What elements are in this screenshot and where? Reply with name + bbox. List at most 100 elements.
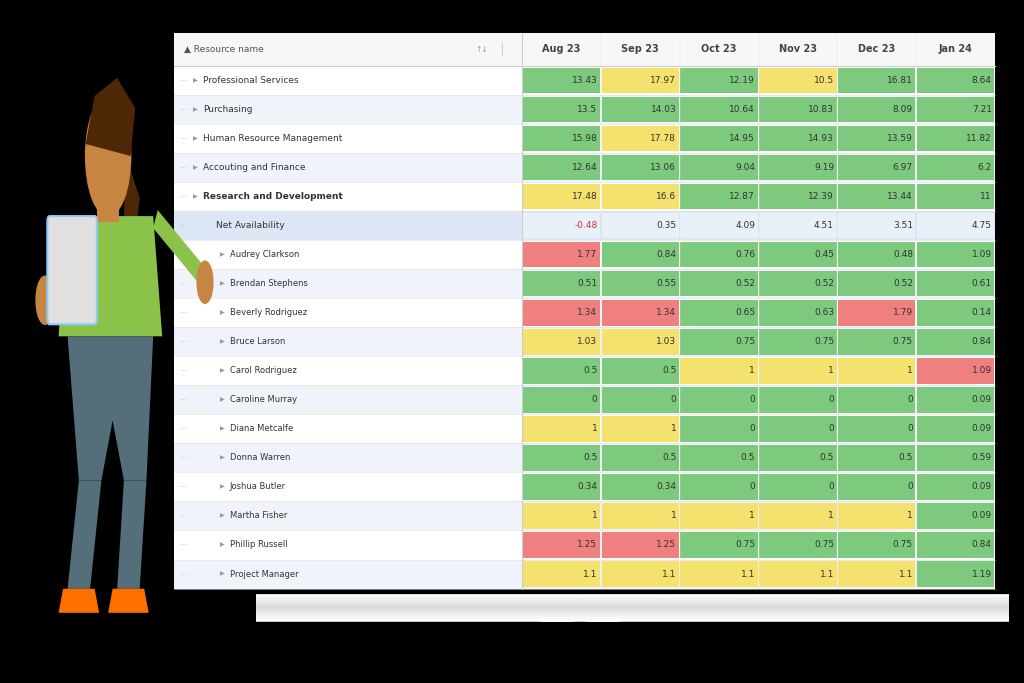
- Text: 1: 1: [671, 424, 676, 433]
- Bar: [918, 184, 994, 210]
- Polygon shape: [117, 481, 146, 589]
- Bar: [601, 242, 679, 268]
- Text: ▶: ▶: [219, 398, 224, 402]
- Bar: [918, 271, 994, 296]
- Text: 15.98: 15.98: [571, 134, 597, 143]
- Polygon shape: [68, 481, 101, 589]
- Bar: [918, 329, 994, 354]
- Text: 14.03: 14.03: [650, 105, 676, 114]
- Bar: [918, 68, 994, 93]
- Bar: [522, 126, 600, 151]
- Text: 14.95: 14.95: [729, 134, 755, 143]
- Bar: [681, 474, 758, 500]
- Bar: [256, 602, 1009, 604]
- Bar: [760, 68, 837, 93]
- Text: │: │: [499, 43, 505, 56]
- Bar: [601, 445, 679, 471]
- Text: 10.83: 10.83: [808, 105, 834, 114]
- Bar: [174, 33, 995, 66]
- Text: 1: 1: [750, 512, 755, 520]
- Bar: [174, 124, 995, 153]
- Bar: [681, 68, 758, 93]
- Bar: [760, 271, 837, 296]
- Text: -0.48: -0.48: [574, 221, 597, 230]
- Text: 1.79: 1.79: [893, 308, 913, 317]
- Text: 0.48: 0.48: [893, 250, 913, 259]
- Text: 1.03: 1.03: [578, 337, 597, 346]
- Text: 0: 0: [750, 424, 755, 433]
- Bar: [839, 68, 915, 93]
- Bar: [601, 474, 679, 500]
- Text: 17.97: 17.97: [650, 76, 676, 85]
- Bar: [839, 213, 915, 238]
- Bar: [681, 445, 758, 471]
- Bar: [760, 213, 837, 238]
- Polygon shape: [58, 589, 99, 613]
- Text: 1.09: 1.09: [972, 366, 992, 375]
- Text: 1.34: 1.34: [578, 308, 597, 317]
- Text: Phillip Russell: Phillip Russell: [229, 540, 287, 550]
- Text: 0.35: 0.35: [656, 221, 676, 230]
- Bar: [760, 329, 837, 354]
- Polygon shape: [58, 216, 162, 336]
- Bar: [601, 126, 679, 151]
- Bar: [256, 600, 1009, 601]
- Text: 0.61: 0.61: [972, 279, 992, 288]
- Text: 0.84: 0.84: [656, 250, 676, 259]
- Text: 13.43: 13.43: [571, 76, 597, 85]
- Text: ▶: ▶: [193, 165, 198, 170]
- Bar: [601, 329, 679, 354]
- Circle shape: [36, 276, 54, 324]
- Text: 0.45: 0.45: [814, 250, 834, 259]
- Text: ▶: ▶: [219, 514, 224, 518]
- Text: 0: 0: [907, 482, 913, 491]
- Bar: [174, 443, 995, 473]
- Bar: [918, 503, 994, 529]
- Text: 13.59: 13.59: [887, 134, 913, 143]
- Bar: [681, 300, 758, 326]
- Text: ⋯: ⋯: [179, 279, 187, 288]
- Bar: [681, 532, 758, 558]
- Bar: [681, 387, 758, 413]
- Bar: [681, 154, 758, 180]
- Text: Audrey Clarkson: Audrey Clarkson: [229, 250, 299, 259]
- Bar: [601, 503, 679, 529]
- Bar: [174, 501, 995, 531]
- Text: ▶: ▶: [193, 107, 198, 112]
- Text: 0.52: 0.52: [893, 279, 913, 288]
- Text: ⋯: ⋯: [179, 308, 187, 317]
- Text: 6.97: 6.97: [893, 163, 913, 172]
- Text: ⋯: ⋯: [179, 366, 187, 375]
- Bar: [174, 153, 995, 182]
- Text: 13.5: 13.5: [578, 105, 597, 114]
- Text: 0.75: 0.75: [814, 540, 834, 550]
- Bar: [97, 186, 120, 222]
- Bar: [760, 532, 837, 558]
- Text: 0: 0: [750, 395, 755, 404]
- Text: ⋯: ⋯: [179, 512, 187, 520]
- Bar: [760, 184, 837, 210]
- Bar: [174, 559, 995, 589]
- Text: Bruce Larson: Bruce Larson: [229, 337, 285, 346]
- Text: 1: 1: [907, 512, 913, 520]
- Bar: [522, 503, 600, 529]
- Text: 12.64: 12.64: [571, 163, 597, 172]
- Text: Research and Development: Research and Development: [203, 192, 343, 201]
- Bar: [174, 357, 995, 385]
- Bar: [601, 416, 679, 442]
- Bar: [601, 300, 679, 326]
- Bar: [918, 300, 994, 326]
- Text: 13.06: 13.06: [650, 163, 676, 172]
- Text: 11: 11: [980, 192, 992, 201]
- Text: Dec 23: Dec 23: [858, 44, 895, 55]
- Text: Joshua Butler: Joshua Butler: [229, 482, 286, 491]
- Bar: [681, 358, 758, 384]
- Text: Donna Warren: Donna Warren: [229, 454, 290, 462]
- Bar: [681, 213, 758, 238]
- Text: ▶: ▶: [219, 484, 224, 490]
- Text: ▶: ▶: [219, 426, 224, 432]
- Text: 0: 0: [828, 424, 834, 433]
- Bar: [681, 184, 758, 210]
- Bar: [522, 68, 600, 93]
- Bar: [256, 619, 1009, 620]
